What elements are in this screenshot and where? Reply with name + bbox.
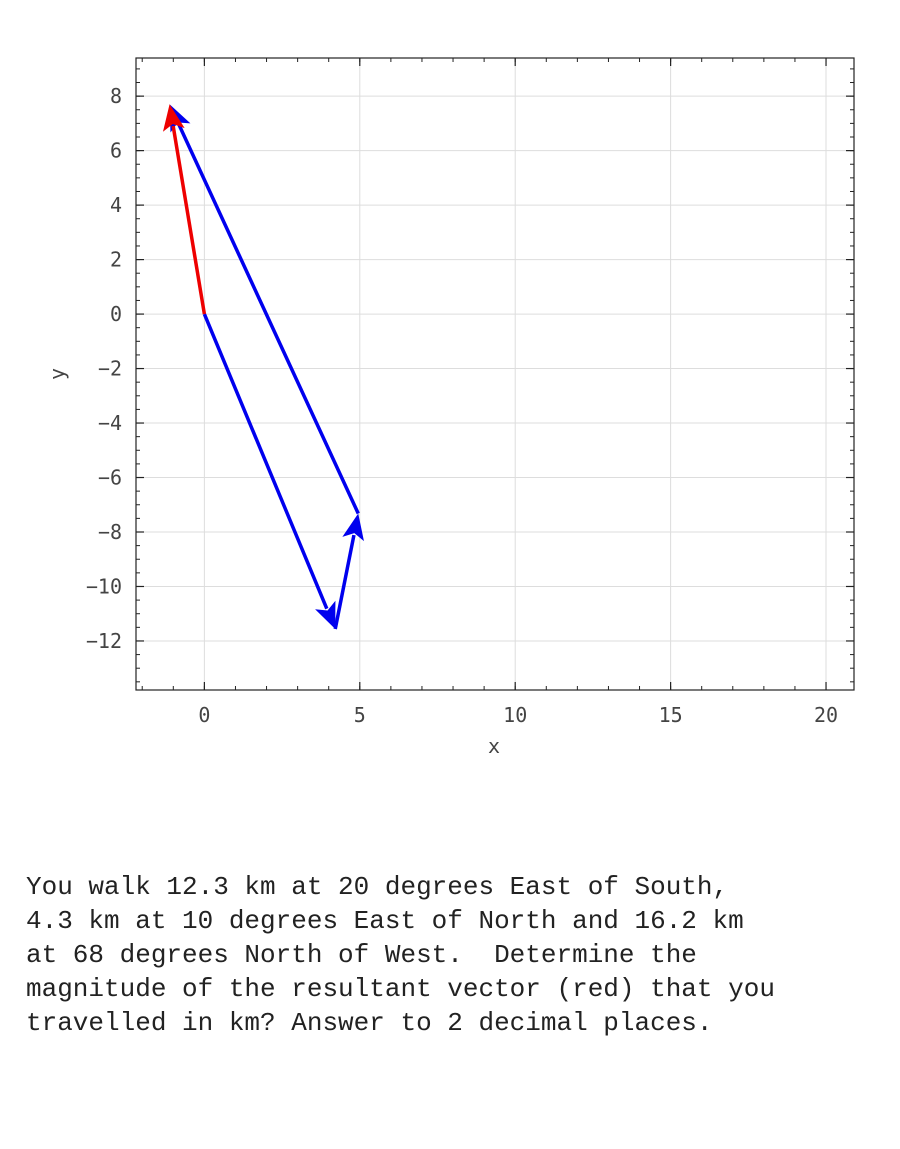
vector-shaft — [171, 125, 207, 315]
vector-plot: 0 5 10 15 20 −12 −10 −8 −6 −4 −2 0 2 4 6 8 x y — [45, 57, 855, 758]
arrowhead — [162, 104, 185, 132]
displacement-vector-3 — [169, 104, 360, 515]
y-tick-label: 0 — [110, 302, 122, 326]
x-tick-label: 10 — [503, 703, 527, 727]
x-tick-label: 5 — [354, 703, 366, 727]
minor-ticks — [136, 58, 854, 690]
arrowhead — [342, 513, 364, 542]
grid-lines — [136, 58, 854, 690]
displacement-vector-2 — [333, 513, 364, 630]
x-tick-label: 0 — [198, 703, 210, 727]
arrowhead — [315, 600, 336, 629]
x-tick-label: 15 — [659, 703, 683, 727]
y-tick-label: −2 — [98, 357, 122, 381]
x-axis-label: x — [488, 734, 500, 758]
vector-shaft — [177, 123, 360, 515]
y-tick-label: 6 — [110, 139, 122, 163]
arrowhead — [169, 104, 191, 133]
vector-shaft — [202, 313, 329, 610]
displacement-vector-1 — [202, 313, 336, 629]
y-tick-label: −8 — [98, 520, 122, 544]
y-tick-labels: −12 −10 −8 −6 −4 −2 0 2 4 6 8 — [86, 84, 122, 653]
y-tick-label: 2 — [110, 248, 122, 272]
vector-shaft — [333, 534, 356, 630]
y-tick-label: 4 — [110, 193, 122, 217]
y-axis-label: y — [45, 368, 69, 380]
y-tick-label: 8 — [110, 84, 122, 108]
x-tick-label: 20 — [814, 703, 838, 727]
y-tick-label: −6 — [98, 466, 122, 490]
y-tick-label: −4 — [98, 411, 122, 435]
y-tick-label: −10 — [86, 574, 122, 598]
major-ticks — [136, 58, 854, 690]
y-tick-label: −12 — [86, 629, 122, 653]
resultant-vector — [162, 104, 207, 315]
x-tick-labels: 0 5 10 15 20 — [198, 703, 838, 727]
vectors — [162, 104, 364, 630]
plot-frame — [135, 57, 855, 691]
question-text: You walk 12.3 km at 20 degrees East of S… — [26, 872, 775, 1038]
